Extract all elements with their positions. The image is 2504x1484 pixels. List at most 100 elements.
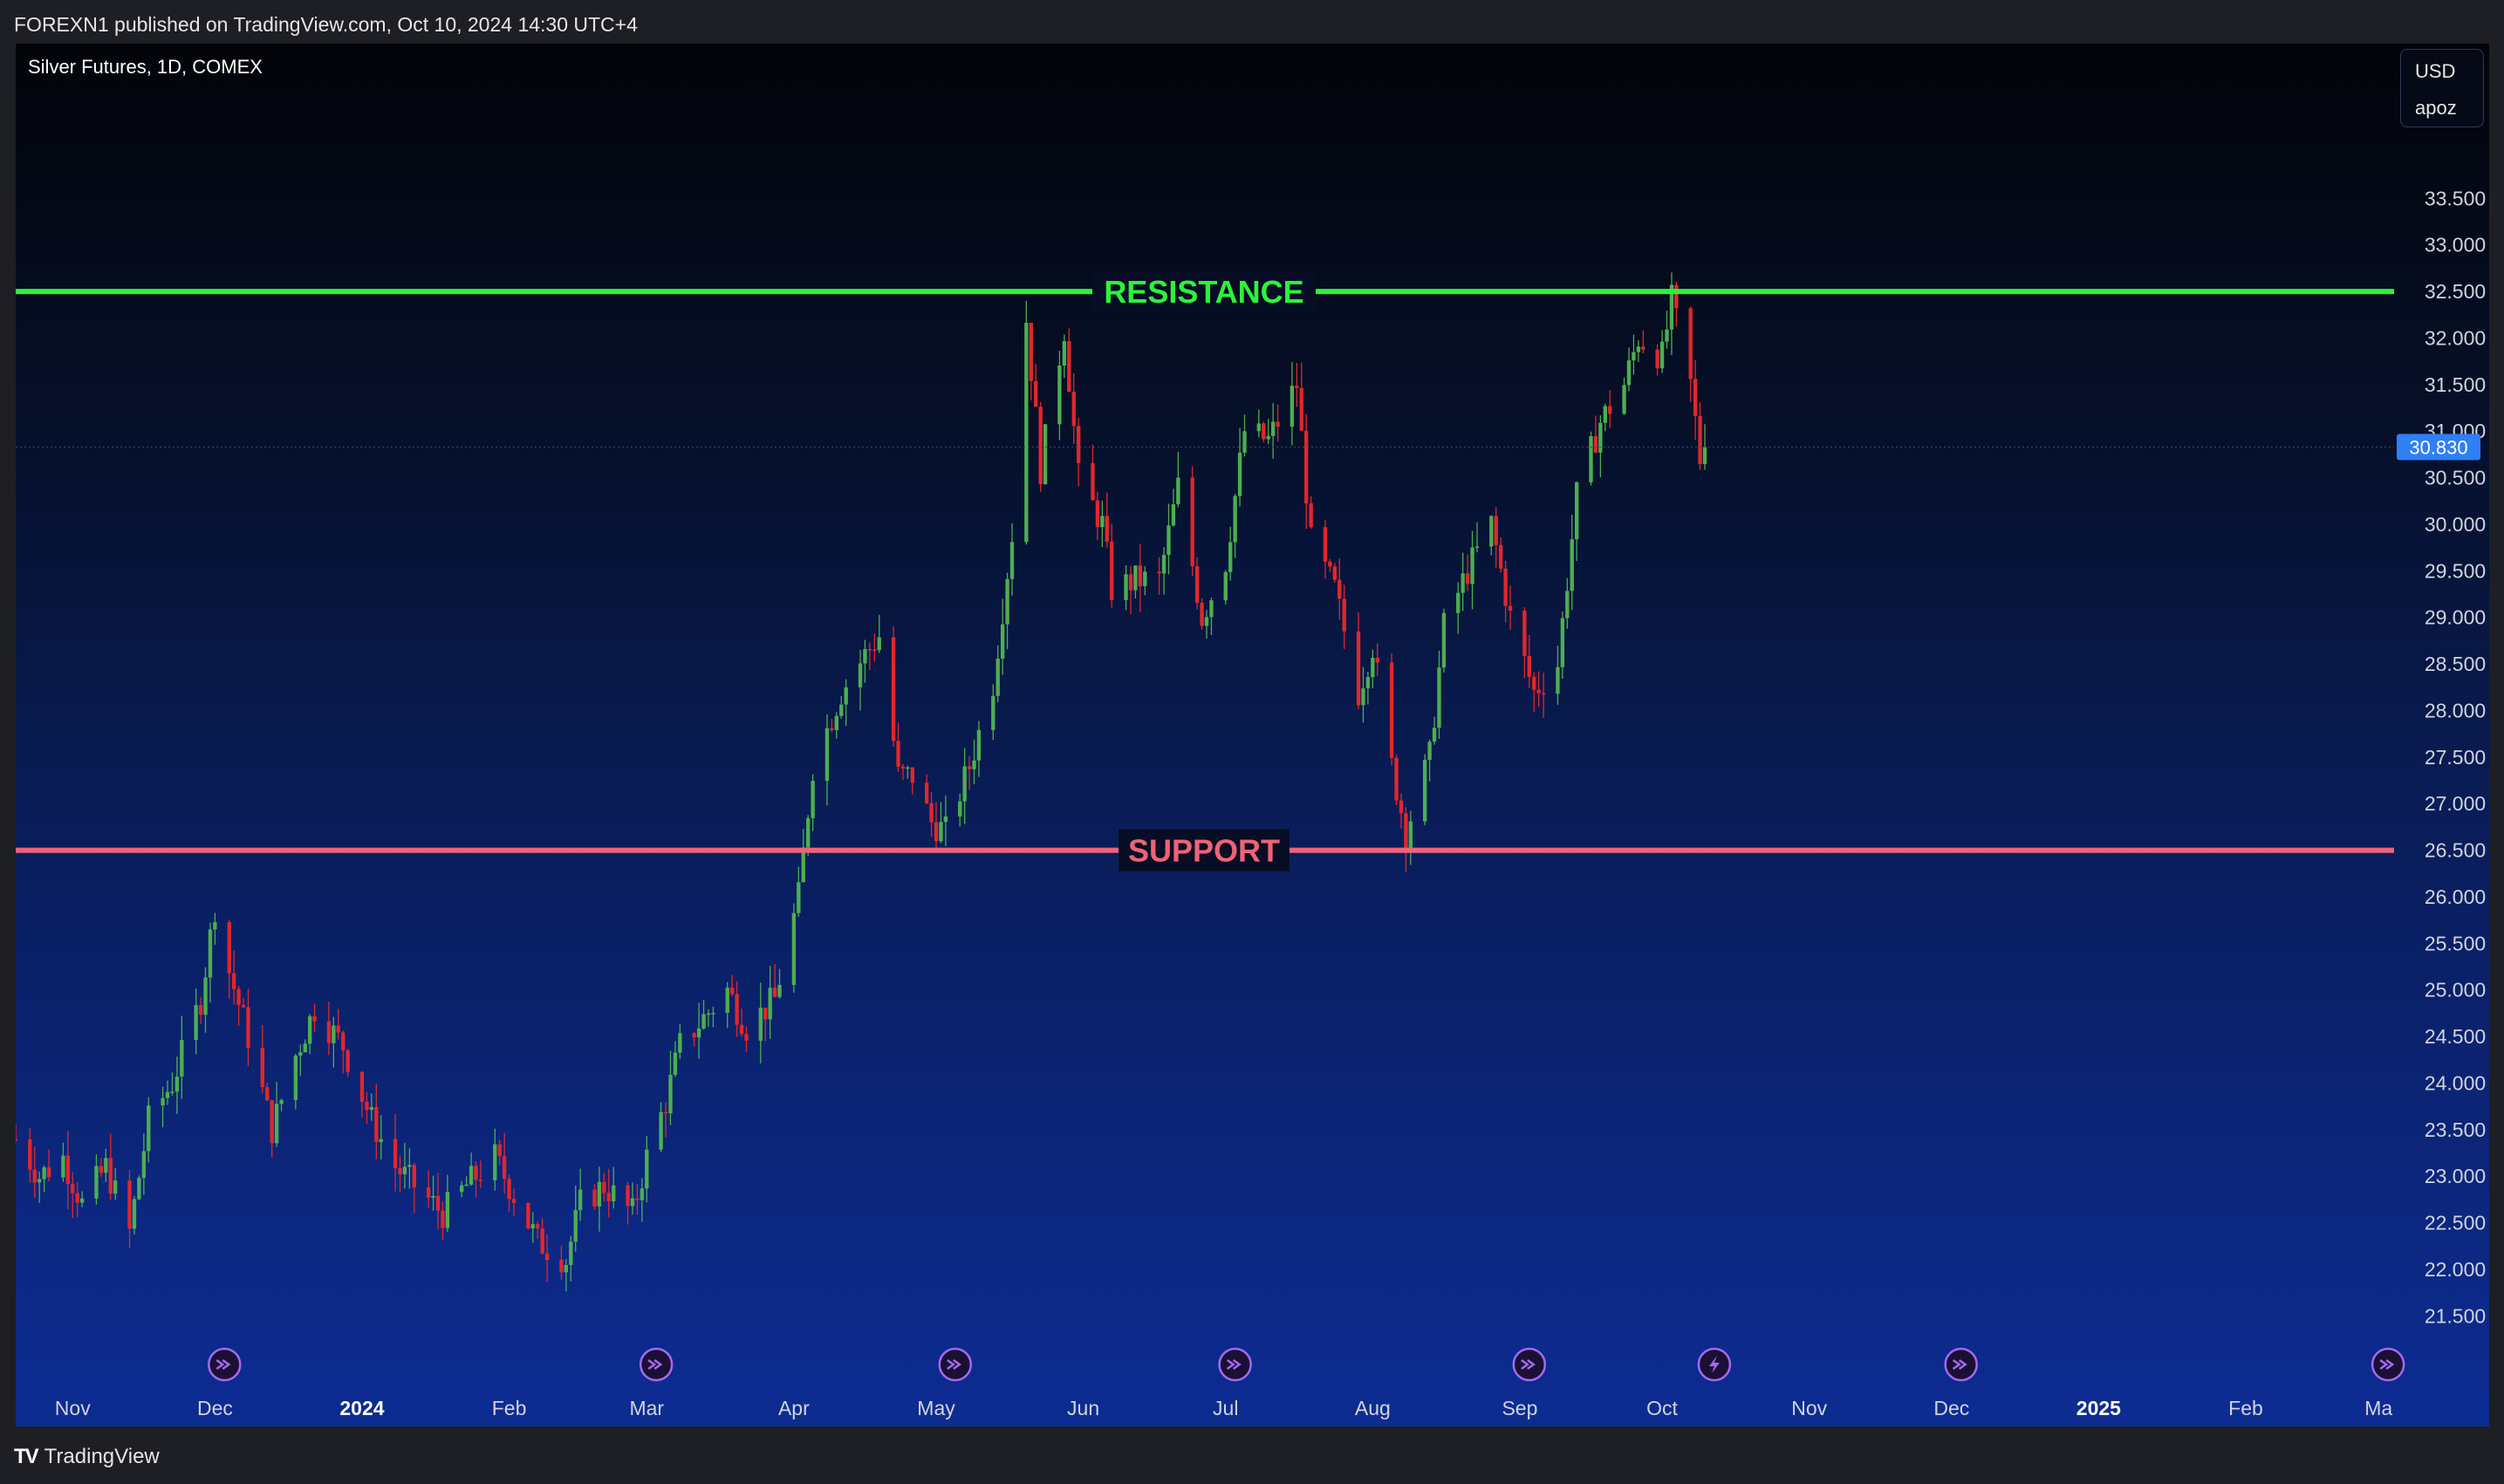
candle-body bbox=[507, 1179, 511, 1200]
candle-body bbox=[1589, 435, 1593, 482]
last-price-badge bbox=[2397, 434, 2480, 461]
candle-body bbox=[407, 1165, 412, 1167]
candle-body bbox=[307, 1016, 312, 1044]
candle-body bbox=[877, 637, 881, 651]
candle-body bbox=[341, 1032, 345, 1051]
candle-body bbox=[976, 729, 982, 761]
candle-body bbox=[270, 1100, 274, 1144]
x-tick-label: Jul bbox=[1213, 1397, 1238, 1419]
candle-body bbox=[71, 1183, 75, 1193]
y-tick-label: 32.500 bbox=[2425, 280, 2486, 303]
candle-body bbox=[303, 1043, 307, 1053]
candle-body bbox=[863, 648, 867, 664]
y-tick-label: 29.500 bbox=[2425, 559, 2486, 582]
candle-body bbox=[972, 760, 976, 769]
candle-body bbox=[1233, 496, 1237, 543]
candle-body bbox=[1427, 742, 1432, 760]
candle-body bbox=[469, 1166, 474, 1185]
candle-body bbox=[180, 1039, 184, 1077]
candle-body bbox=[1361, 688, 1365, 706]
candle-body bbox=[236, 988, 241, 1005]
candle-body bbox=[1009, 542, 1015, 579]
candle-body bbox=[132, 1199, 137, 1229]
candle-body bbox=[1371, 657, 1375, 678]
candle-body bbox=[75, 1193, 79, 1203]
candle-body bbox=[1228, 542, 1233, 572]
candle-body bbox=[1626, 360, 1632, 386]
candle-body bbox=[260, 1047, 264, 1088]
y-tick-label: 21.500 bbox=[2425, 1304, 2486, 1327]
candle-body bbox=[962, 766, 967, 802]
candle-body bbox=[227, 922, 231, 974]
candle-body bbox=[1432, 728, 1437, 742]
candle-body bbox=[645, 1149, 649, 1189]
y-tick-label: 25.500 bbox=[2425, 932, 2486, 954]
candle-body bbox=[839, 704, 844, 716]
candle-body bbox=[1422, 759, 1427, 822]
candle-body bbox=[1593, 435, 1598, 453]
candle-body bbox=[1029, 323, 1033, 381]
x-tick-label: Ma bbox=[2364, 1397, 2392, 1419]
candle-body bbox=[1242, 431, 1247, 453]
candle-body bbox=[872, 649, 877, 652]
candle-body bbox=[1342, 598, 1346, 632]
candle-body bbox=[1290, 386, 1295, 427]
candle-body bbox=[678, 1033, 682, 1053]
y-tick-label: 26.500 bbox=[2425, 839, 2486, 862]
candle-body bbox=[1527, 655, 1531, 677]
y-tick-label: 27.000 bbox=[2425, 792, 2486, 815]
candle-body bbox=[1702, 447, 1707, 464]
fast-forward-glyph bbox=[1521, 1358, 1536, 1371]
x-tick-label: Sep bbox=[1502, 1397, 1537, 1419]
candle-body bbox=[1209, 600, 1214, 618]
x-tick-label: Oct bbox=[1646, 1397, 1678, 1419]
candle-body bbox=[891, 637, 896, 742]
candle-body bbox=[246, 1007, 250, 1048]
candle-body bbox=[1565, 591, 1570, 619]
candle-body bbox=[194, 1005, 198, 1040]
candle-body bbox=[1698, 415, 1702, 464]
candle-body bbox=[896, 741, 900, 767]
y-tick-label: 32.000 bbox=[2425, 326, 2486, 349]
currency-selector[interactable]: USD apoz bbox=[2400, 49, 2484, 127]
footer-brand[interactable]: TV TradingView bbox=[14, 1441, 160, 1473]
candle-body bbox=[208, 929, 213, 978]
candle-body bbox=[108, 1158, 113, 1194]
candle-body bbox=[274, 1104, 279, 1144]
chart-area[interactable]: 21.500 22.000 22.500 23.000 23.500 24.000 24.5… bbox=[16, 44, 2489, 1426]
candle-body bbox=[1304, 430, 1309, 503]
candle-body bbox=[460, 1185, 464, 1193]
candle-body bbox=[626, 1185, 630, 1207]
candle-body bbox=[1688, 308, 1693, 380]
candle-body bbox=[536, 1224, 540, 1228]
candle-body bbox=[1166, 525, 1171, 556]
x-tick-label: Aug bbox=[1355, 1397, 1391, 1419]
candle-body bbox=[730, 988, 735, 995]
candle-body bbox=[174, 1077, 180, 1092]
price-chart-svg[interactable]: 21.500 22.000 22.500 23.000 23.500 24.000 24.5… bbox=[16, 44, 2489, 1426]
candle-body bbox=[435, 1195, 441, 1211]
candle-body bbox=[943, 816, 948, 823]
y-tick-label: 33.000 bbox=[2425, 234, 2486, 256]
symbol-label[interactable]: Silver Futures, 1D, COMEX bbox=[28, 56, 263, 78]
support-label: SUPPORT bbox=[1128, 833, 1280, 869]
candle-body bbox=[474, 1166, 478, 1180]
candle-body bbox=[1461, 573, 1465, 593]
candle-body bbox=[1332, 566, 1338, 580]
candle-body bbox=[1632, 352, 1636, 361]
candle-body bbox=[99, 1166, 104, 1173]
candle-body bbox=[806, 817, 811, 848]
y-tick-label: 23.500 bbox=[2425, 1118, 2486, 1141]
candle-body bbox=[1522, 610, 1527, 656]
fast-forward-glyph bbox=[647, 1358, 663, 1371]
candle-body bbox=[1057, 366, 1062, 425]
y-tick-label: 30.000 bbox=[2425, 513, 2486, 536]
candle-body bbox=[42, 1167, 46, 1180]
candle-body bbox=[298, 1052, 303, 1056]
candle-body bbox=[910, 767, 915, 783]
candle-body bbox=[161, 1098, 165, 1106]
candle-body bbox=[127, 1180, 132, 1229]
candle-body bbox=[1200, 602, 1204, 626]
y-tick-label: 23.000 bbox=[2425, 1165, 2486, 1187]
candle-body bbox=[906, 767, 910, 769]
